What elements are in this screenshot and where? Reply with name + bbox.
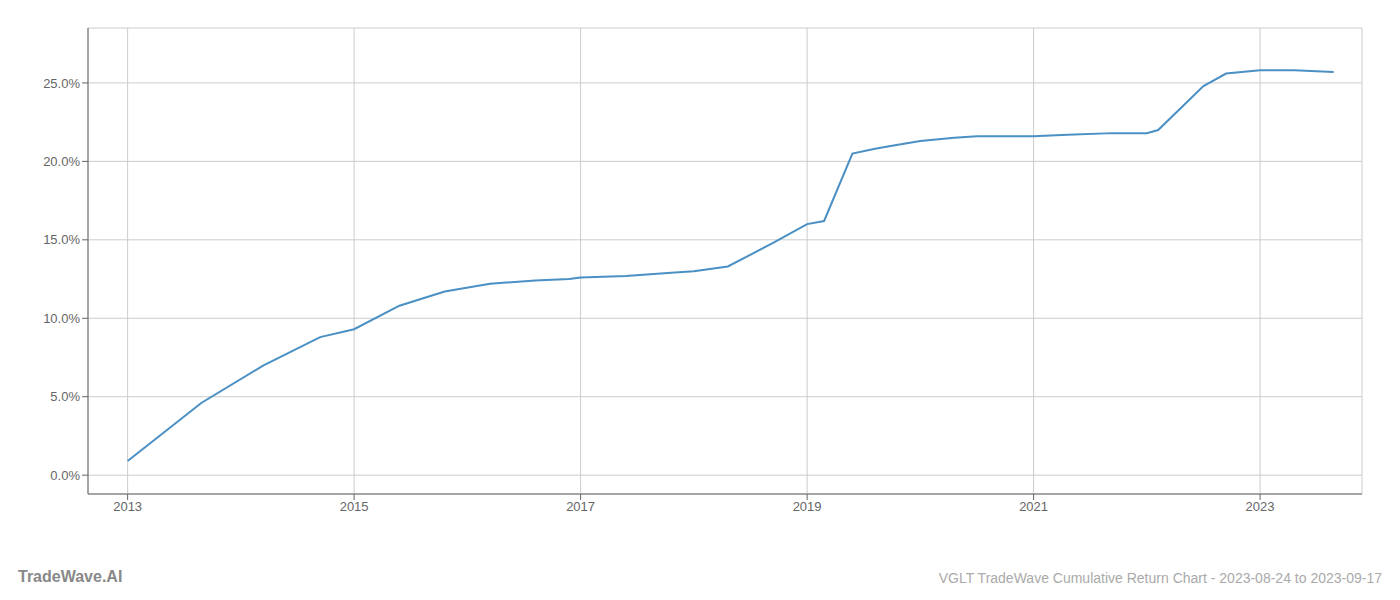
svg-text:10.0%: 10.0% bbox=[43, 311, 80, 326]
svg-text:25.0%: 25.0% bbox=[43, 76, 80, 91]
svg-text:2017: 2017 bbox=[566, 499, 595, 514]
svg-text:20.0%: 20.0% bbox=[43, 154, 80, 169]
svg-text:2023: 2023 bbox=[1246, 499, 1275, 514]
html-text:TradeWave.AI: TradeWave.AI bbox=[18, 568, 123, 585]
svg-text:2015: 2015 bbox=[340, 499, 369, 514]
svg-text:2021: 2021 bbox=[1019, 499, 1048, 514]
svg-text:15.0%: 15.0% bbox=[43, 232, 80, 247]
svg-text:2019: 2019 bbox=[793, 499, 822, 514]
svg-text:0.0%: 0.0% bbox=[50, 468, 80, 483]
svg-text:2013: 2013 bbox=[113, 499, 142, 514]
html-text:VGLT TradeWave Cumulative Retu: VGLT TradeWave Cumulative Return Chart -… bbox=[938, 570, 1382, 586]
svg-text:5.0%: 5.0% bbox=[50, 389, 80, 404]
